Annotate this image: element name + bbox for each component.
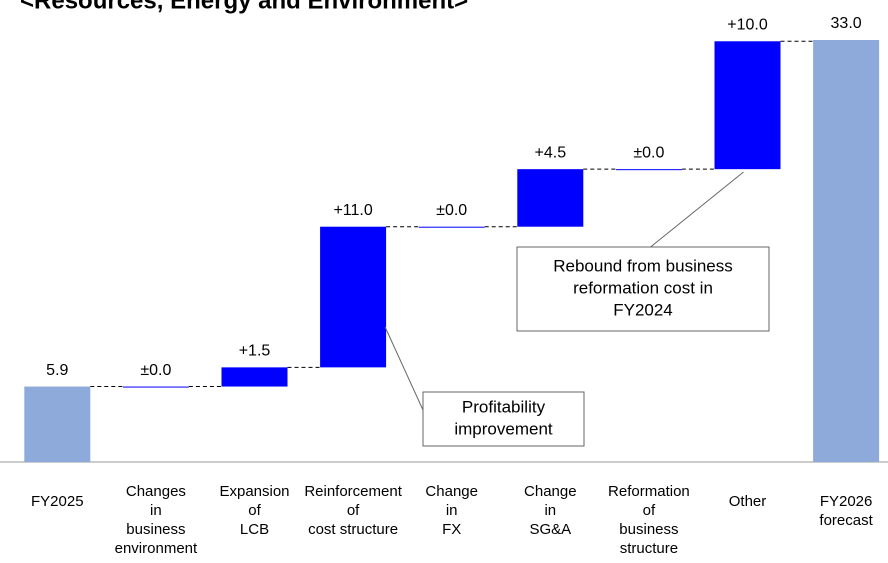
annotation-text: Profitability: [462, 397, 546, 416]
bar: [122, 386, 189, 388]
x-tick-label: FY2026: [820, 493, 873, 510]
bar: [813, 40, 880, 462]
x-tick-label: business: [126, 521, 185, 538]
value-label: +11.0: [333, 202, 372, 219]
value-label: 33.0: [831, 15, 862, 32]
bar: [320, 226, 387, 368]
x-tick-label: forecast: [819, 512, 873, 529]
value-label: ±0.0: [633, 144, 664, 161]
x-tick-label: LCB: [240, 521, 269, 538]
x-tick-label: of: [248, 502, 261, 519]
x-tick-label: FY2025: [31, 493, 84, 510]
annotation-text: Rebound from business: [553, 256, 733, 275]
value-label: ±0.0: [140, 362, 171, 379]
annotation-leader: [650, 171, 744, 248]
x-tick-label: of: [643, 502, 656, 519]
annotation-box: [422, 391, 585, 447]
annotation-box: [516, 246, 770, 332]
x-tick-label: in: [150, 502, 162, 519]
x-tick-label: Other: [729, 493, 767, 510]
x-tick-label: FX: [442, 521, 461, 538]
x-tick-label: business: [619, 521, 678, 538]
value-label: +4.5: [535, 144, 567, 161]
value-label: +1.5: [239, 343, 271, 360]
x-tick-label: in: [544, 502, 556, 519]
x-tick-label: Change: [524, 483, 577, 500]
bar: [517, 169, 584, 227]
value-label: 5.9: [46, 362, 68, 379]
x-tick-label: environment: [115, 540, 198, 557]
x-tick-label: cost structure: [308, 521, 398, 538]
bar: [714, 41, 781, 170]
x-tick-label: Changes: [126, 483, 186, 500]
bar: [615, 169, 682, 171]
chart-title: <Resources, Energy and Environment>: [20, 0, 468, 14]
bar: [24, 386, 91, 462]
x-tick-label: structure: [620, 540, 678, 557]
value-label: +10.0: [727, 16, 768, 33]
bar: [221, 367, 288, 387]
x-tick-label: in: [446, 502, 458, 519]
annotation-text: reformation cost in: [573, 278, 713, 297]
x-tick-label: Expansion: [219, 483, 289, 500]
annotation-leader: [384, 326, 424, 411]
bar: [418, 226, 485, 228]
annotation-text: improvement: [454, 419, 553, 438]
x-tick-label: SG&A: [529, 521, 571, 538]
annotation-text: FY2024: [613, 300, 673, 319]
x-tick-label: Reformation: [608, 483, 690, 500]
value-label: ±0.0: [436, 202, 467, 219]
x-tick-label: of: [347, 502, 360, 519]
x-tick-label: Reinforcement: [304, 483, 402, 500]
x-tick-label: Change: [425, 483, 478, 500]
